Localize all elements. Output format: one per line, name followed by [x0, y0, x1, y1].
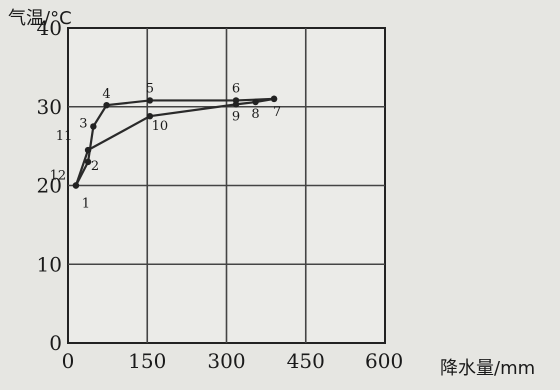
data-point [103, 101, 110, 109]
x-tick-label: 150 [128, 349, 166, 373]
point-label: 4 [102, 87, 110, 102]
ticks: 0 10 20 30 40 0 150 300 450 600 [37, 16, 404, 373]
data-point [84, 158, 92, 166]
data-point [84, 146, 92, 154]
x-tick-label: 450 [287, 349, 325, 373]
data-point [146, 97, 154, 104]
point-label: 9 [232, 109, 240, 124]
point-label: 7 [273, 105, 281, 120]
x-tick-label: 600 [365, 349, 403, 373]
y-axis-title: 气温/°C [8, 8, 72, 29]
point-label: 10 [152, 119, 169, 134]
point-label: 6 [232, 81, 240, 96]
point-label: 5 [146, 81, 154, 96]
y-tick-label: 10 [37, 252, 62, 276]
y-tick-label: 0 [49, 331, 62, 355]
data-point [270, 95, 278, 103]
x-tick-label: 300 [207, 349, 245, 373]
y-tick-label: 20 [37, 174, 62, 198]
x-axis-title: 降水量/mm [440, 358, 535, 379]
data-point [252, 98, 259, 106]
data-point [72, 182, 80, 189]
point-label: 1 [82, 197, 90, 212]
x-tick-label: 0 [62, 349, 75, 373]
point-label: 8 [251, 107, 259, 122]
point-label: 2 [91, 159, 99, 174]
y-tick-label: 30 [37, 95, 62, 119]
data-point [232, 101, 240, 108]
data-point [146, 113, 154, 120]
point-label: 3 [79, 116, 87, 131]
data-point [90, 123, 97, 130]
grid [68, 28, 385, 343]
point-label: 11 [56, 129, 73, 144]
point-label: 12 [50, 169, 67, 184]
y-tick-label: 40 [37, 16, 62, 40]
